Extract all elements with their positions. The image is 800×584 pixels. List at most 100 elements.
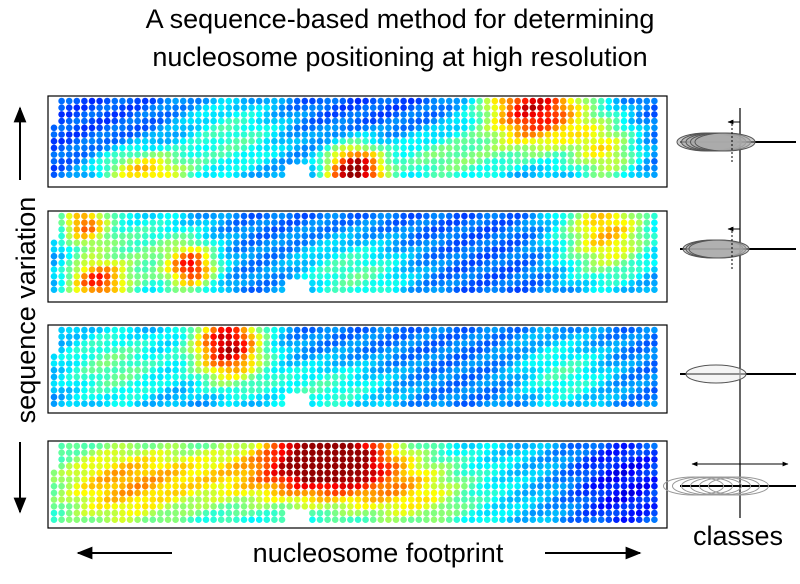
dot <box>339 151 347 158</box>
dot <box>605 476 613 483</box>
dot <box>88 111 96 118</box>
dot <box>613 462 620 470</box>
dot <box>499 340 506 347</box>
dot <box>392 226 400 233</box>
dot <box>400 124 407 132</box>
dot <box>134 333 141 341</box>
dot <box>392 232 400 240</box>
dot <box>430 400 438 408</box>
dot <box>278 252 286 260</box>
dot <box>521 346 529 354</box>
dot <box>559 151 567 158</box>
dot <box>286 97 293 105</box>
dot <box>240 516 248 523</box>
dot <box>58 503 65 510</box>
dot <box>263 456 271 463</box>
dot <box>461 137 468 145</box>
dot <box>613 279 620 287</box>
dot <box>164 353 172 361</box>
dot <box>58 252 65 260</box>
dot <box>339 400 347 408</box>
dot <box>179 469 187 477</box>
dot <box>590 124 597 132</box>
dot <box>354 456 362 463</box>
dot <box>248 158 255 165</box>
dot <box>635 286 643 294</box>
dot <box>179 259 187 267</box>
dot <box>461 373 468 381</box>
dot <box>476 246 483 253</box>
dot <box>559 456 567 463</box>
dot <box>544 456 552 463</box>
dot <box>567 273 575 280</box>
dot <box>65 373 73 381</box>
dot <box>233 393 240 401</box>
dot <box>499 380 506 387</box>
dot <box>514 226 521 233</box>
dot <box>240 232 248 240</box>
dot <box>263 476 271 483</box>
dot <box>430 326 438 334</box>
dot <box>179 496 187 503</box>
dot <box>651 164 658 172</box>
dot <box>620 104 628 111</box>
dot <box>202 482 210 490</box>
dot <box>385 286 392 294</box>
dot <box>430 456 438 463</box>
dot <box>263 137 271 145</box>
dot <box>164 246 172 253</box>
dot <box>263 509 271 517</box>
dot <box>392 279 400 287</box>
dot <box>491 509 499 517</box>
dot <box>559 509 567 517</box>
dot <box>134 212 141 220</box>
dot <box>126 97 134 105</box>
dot <box>407 400 415 408</box>
dot <box>339 469 347 477</box>
dot <box>362 442 369 450</box>
dot <box>392 449 400 457</box>
title-line: nucleosome positioning at high resolutio… <box>152 42 647 72</box>
dot <box>172 117 179 125</box>
dot <box>392 353 400 361</box>
dot <box>179 124 187 132</box>
dot <box>544 482 552 490</box>
dot <box>217 151 225 158</box>
dot <box>362 266 369 273</box>
dot <box>537 266 544 273</box>
dot <box>202 509 210 517</box>
dot <box>362 144 369 152</box>
dot <box>149 252 157 260</box>
dot <box>164 97 172 105</box>
dot <box>438 476 445 483</box>
dot <box>81 326 88 334</box>
dot <box>582 158 590 165</box>
dot <box>233 232 240 240</box>
dot <box>324 212 331 220</box>
dot <box>301 456 309 463</box>
dot <box>50 353 58 361</box>
dot <box>88 144 96 152</box>
dot <box>331 469 339 477</box>
dot <box>400 158 407 165</box>
dot <box>438 286 445 294</box>
dot <box>567 111 575 118</box>
dot <box>430 259 438 267</box>
dot <box>514 104 521 111</box>
dot <box>468 131 476 138</box>
dot <box>575 353 582 361</box>
dot <box>240 137 248 145</box>
dot <box>50 273 58 280</box>
dot <box>468 212 476 220</box>
dot <box>613 151 620 158</box>
dot <box>620 144 628 152</box>
dot <box>605 387 613 394</box>
dot <box>575 509 582 517</box>
dot <box>605 380 613 387</box>
dot <box>58 489 65 497</box>
dot <box>233 516 240 523</box>
dot <box>514 462 521 470</box>
dot <box>620 393 628 401</box>
dot <box>187 496 195 503</box>
dot <box>354 171 362 178</box>
